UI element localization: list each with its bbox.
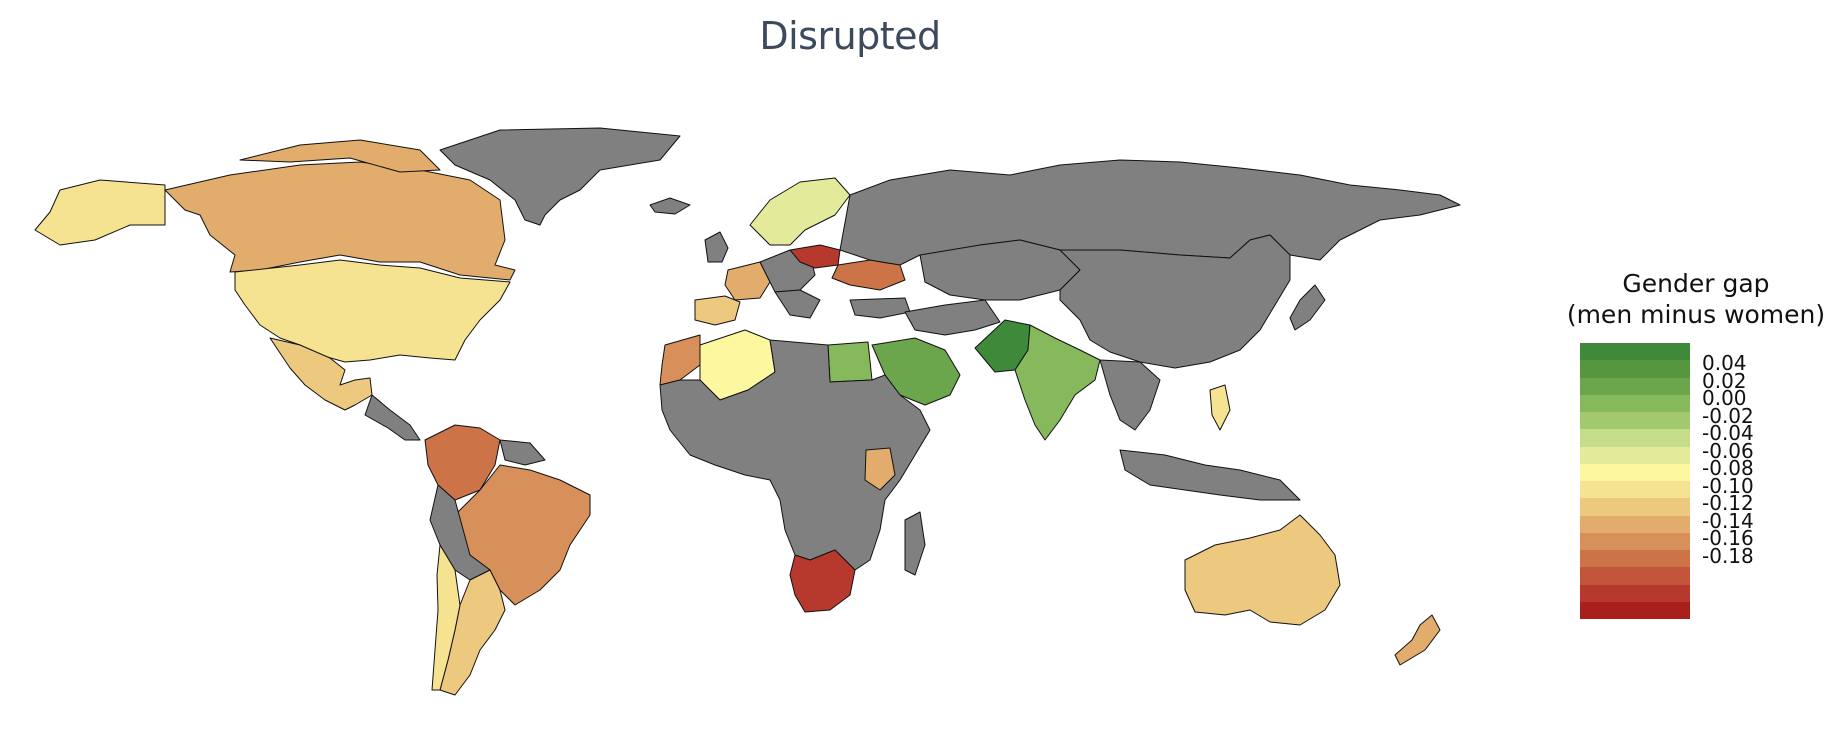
region-middle-east: [904, 299, 1001, 336]
legend-swatch: [1580, 532, 1690, 550]
map-title: Disrupted: [759, 14, 941, 58]
legend-swatch: [1580, 515, 1690, 533]
region-central-america: [364, 394, 421, 441]
region-italy-balkans: [774, 289, 821, 319]
legend-swatch: [1580, 463, 1690, 481]
legend-tick-label: -0.04: [1702, 421, 1754, 445]
region-uk: [704, 231, 729, 263]
region-egypt[interactable]: [827, 341, 873, 383]
legend-tick-label: -0.12: [1702, 491, 1754, 515]
legend-swatch: [1580, 446, 1690, 464]
legend-color-ramp: [1580, 343, 1690, 619]
legend-tick-label: -0.08: [1702, 456, 1754, 480]
region-iceland: [649, 197, 691, 215]
region-africa-other: [659, 339, 931, 571]
legend-tick-label: 0.00: [1702, 386, 1747, 410]
legend-title-line1: Gender gap: [1622, 269, 1770, 298]
legend-swatch: [1580, 343, 1690, 361]
legend-swatch: [1580, 394, 1690, 412]
region-scandinavia[interactable]: [749, 177, 851, 246]
legend-swatch: [1580, 550, 1690, 568]
legend-swatch: [1580, 601, 1690, 619]
region-alaska[interactable]: [34, 179, 166, 246]
legend-tick-label: -0.10: [1702, 473, 1754, 498]
region-turkey: [849, 297, 911, 319]
legend-swatch: [1580, 377, 1690, 395]
legend-tick-label: 0.04: [1702, 351, 1747, 375]
legend-tick-label: -0.16: [1702, 526, 1754, 550]
legend-swatch: [1580, 412, 1690, 430]
region-indonesia: [1119, 449, 1301, 501]
region-philippines[interactable]: [1209, 384, 1231, 431]
region-australia[interactable]: [1184, 514, 1341, 626]
region-guianas: [499, 439, 546, 466]
region-kenya[interactable]: [864, 447, 896, 491]
region-usa[interactable]: [234, 259, 511, 363]
legend-title: Gender gap (men minus women): [1560, 268, 1832, 330]
region-india[interactable]: [1014, 324, 1101, 441]
legend-tick-label: -0.18: [1702, 543, 1754, 568]
region-russia[interactable]: [839, 159, 1461, 266]
legend-swatch: [1580, 567, 1690, 585]
region-se-asia: [1099, 359, 1161, 431]
region-morocco[interactable]: [659, 334, 701, 386]
region-madagascar: [904, 511, 926, 576]
region-south-africa[interactable]: [789, 549, 856, 613]
legend-title-line2: (men minus women): [1566, 300, 1826, 329]
region-china: [1059, 234, 1291, 369]
region-spain[interactable]: [694, 295, 741, 326]
legend-swatch: [1580, 498, 1690, 516]
region-canada-islands: [239, 139, 441, 173]
region-colombia[interactable]: [424, 424, 501, 501]
legend-swatch: [1580, 360, 1690, 378]
region-japan: [1289, 284, 1326, 331]
legend-swatch: [1580, 584, 1690, 602]
legend-tick-label: -0.14: [1702, 508, 1754, 533]
legend-tick-label: -0.02: [1702, 403, 1754, 428]
legend-swatch: [1580, 429, 1690, 447]
region-chile[interactable]: [431, 544, 461, 691]
legend-tick-label: 0.02: [1702, 368, 1747, 393]
legend-tick-label: -0.06: [1702, 438, 1754, 463]
region-new-zealand[interactable]: [1394, 614, 1441, 666]
legend-swatch: [1580, 481, 1690, 499]
region-greenland[interactable]: [439, 127, 681, 226]
